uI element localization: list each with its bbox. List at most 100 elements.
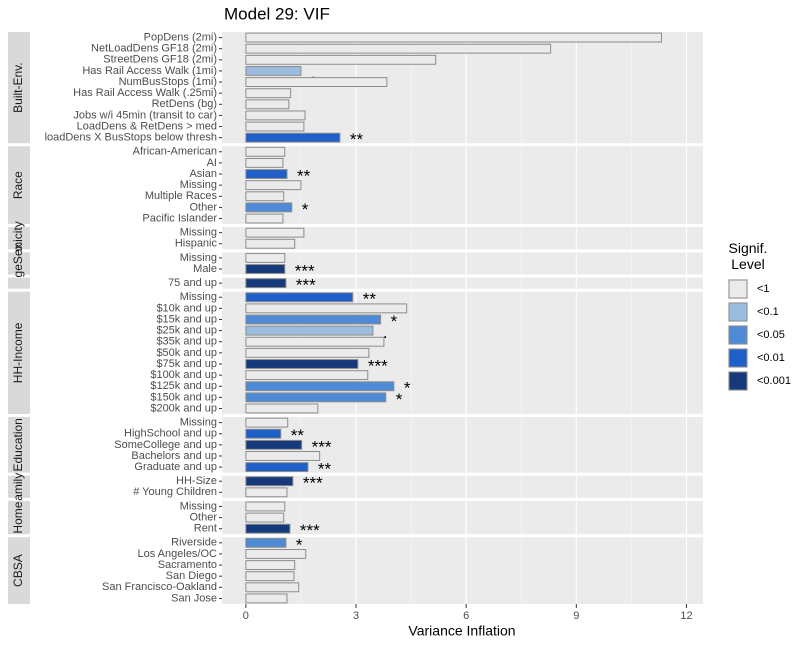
bar [245, 403, 319, 414]
legend-swatch [728, 371, 748, 391]
panel-background [222, 252, 703, 275]
bar [245, 238, 296, 249]
y-tick-label: NetLoadDens GF18 (2mi) [91, 43, 217, 55]
bar [245, 582, 300, 593]
bar [245, 264, 286, 274]
strip [8, 146, 30, 225]
y-tick-label: Jobs w/i 45min (transit to car) [73, 109, 217, 121]
y-tick-label: Missing [180, 252, 217, 264]
y-tick-label: $125k and up [150, 380, 217, 392]
legend-label: <1 [757, 283, 770, 295]
y-tick-label: Bachelors and up [131, 450, 217, 462]
panel-background [222, 500, 703, 535]
y-tick-label: Asian [189, 168, 217, 180]
y-tick-label: Graduate and up [134, 461, 217, 473]
y-tick-label: Has Rail Access Walk (1mi) [82, 65, 217, 77]
y-tick-label: San Jose [171, 592, 217, 604]
y-tick-label: $10k and up [156, 302, 217, 314]
panel-background [222, 277, 703, 289]
significance-label: *** [368, 356, 388, 375]
y-tick-label: Pacific Islander [142, 212, 217, 224]
bar [245, 88, 292, 99]
y-tick-label: $100k and up [150, 369, 217, 381]
bar [245, 110, 306, 121]
y-tick-label: NumBusStops (1mi) [119, 76, 217, 88]
bar [245, 278, 287, 289]
strip [8, 252, 30, 275]
significance-label: *** [295, 261, 315, 280]
bar [245, 593, 288, 604]
y-tick-label: Other [189, 511, 217, 523]
strip [8, 227, 30, 250]
bar [245, 121, 305, 132]
strip-label: hnicity [11, 221, 25, 255]
x-tick-label: 6 [463, 610, 469, 622]
legend-swatch [728, 348, 748, 368]
y-tick-label: HH-Size [176, 475, 217, 487]
y-tick-label: $200k and up [150, 402, 217, 414]
bar [245, 252, 286, 263]
panel-background [222, 227, 703, 250]
significance-label: * [396, 390, 403, 409]
significance-label: ** [350, 130, 364, 149]
bar [245, 180, 302, 191]
bar [245, 392, 387, 403]
significance-label: * [391, 312, 398, 331]
bar [245, 227, 305, 238]
chart-title: Model 29: VIF [224, 4, 330, 23]
x-tick-label: 0 [243, 610, 249, 622]
strip [8, 291, 30, 415]
y-tick-label: LoadDens & RetDens > med [77, 120, 217, 132]
significance-label: * [296, 535, 303, 554]
bar [245, 439, 303, 450]
y-tick-label: Rent [194, 523, 217, 535]
significance-label: *** [300, 521, 320, 540]
y-tick-label: Missing [180, 227, 217, 239]
strip [8, 475, 30, 498]
strip-label: Built-Env. [11, 62, 25, 112]
y-tick-label: Hispanic [175, 238, 218, 250]
significance-label: * [404, 379, 411, 398]
bar [245, 523, 291, 534]
y-tick-label: $50k and up [156, 347, 217, 359]
y-tick-label: AI [207, 157, 217, 169]
legend-swatch [728, 325, 748, 345]
bar [245, 146, 286, 157]
strip-label: Home [11, 501, 25, 533]
bar [245, 213, 284, 224]
y-tick-label: RetDens (bg) [152, 98, 217, 110]
y-tick-label: San Francisco-Oakland [102, 581, 217, 593]
bar [245, 77, 388, 88]
bar [245, 451, 321, 461]
bar [245, 462, 309, 473]
bar [245, 487, 288, 498]
bar [245, 191, 285, 202]
y-tick-label: $75k and up [156, 358, 217, 370]
y-tick-label: Multiple Races [145, 190, 218, 202]
y-tick-label: Has Rail Access Walk (.25mi) [73, 87, 217, 99]
legend-label: <0.01 [757, 352, 785, 364]
bar [245, 169, 288, 179]
y-tick-label: African-American [133, 146, 217, 158]
bar [245, 476, 294, 487]
x-axis-label: Variance Inflation [408, 623, 515, 639]
bar [245, 370, 369, 381]
significance-label: . [383, 323, 388, 342]
panel-background [222, 475, 703, 498]
bar [245, 65, 302, 76]
y-tick-label: Los Angeles/OC [138, 548, 218, 560]
bar [245, 202, 293, 213]
x-tick-label: 3 [353, 610, 359, 622]
y-tick-label: PopDens (2mi) [144, 31, 217, 43]
bar [245, 501, 286, 512]
panel-background [222, 537, 703, 604]
bar [245, 571, 295, 582]
bar [245, 99, 290, 110]
y-tick-label: San Diego [166, 570, 217, 582]
legend-swatch [728, 279, 748, 299]
y-tick-label: Missing [180, 417, 217, 429]
strip-label: Race [11, 171, 25, 199]
x-tick-label: 9 [573, 610, 579, 622]
